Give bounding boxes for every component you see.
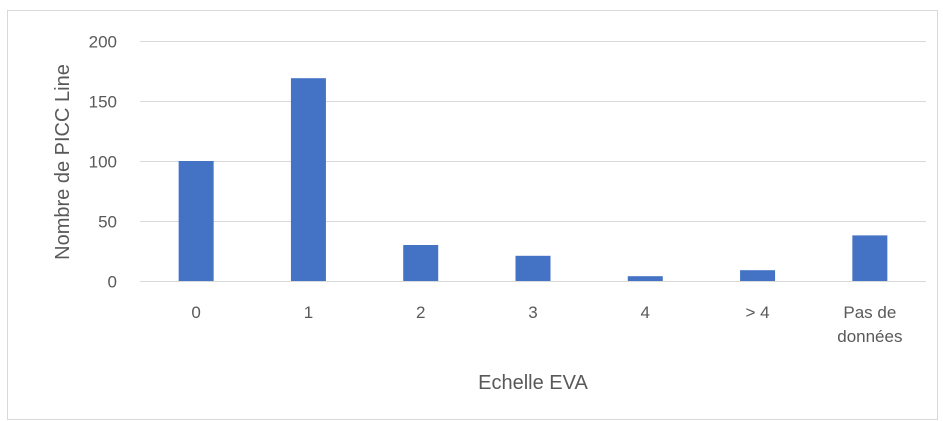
bar-5 <box>740 270 776 281</box>
y-tick-label: 0 <box>108 273 117 292</box>
x-axis-title: Echelle EVA <box>478 372 588 394</box>
y-tick-label: 50 <box>98 213 117 232</box>
x-tick-label: 2 <box>416 303 425 322</box>
x-tick-label: 3 <box>528 303 537 322</box>
bar-4 <box>627 276 663 281</box>
y-axis-title: Nombre de PICC Line <box>52 64 74 260</box>
x-tick-label: 1 <box>304 303 313 322</box>
y-tick-label: 200 <box>89 33 117 52</box>
chart-border <box>7 10 938 420</box>
y-axis-ticks: 0 50 100 150 200 <box>89 33 117 292</box>
y-tick-label: 150 <box>89 93 117 112</box>
x-tick-label: Pas de données <box>837 303 902 346</box>
bar-3 <box>515 255 551 281</box>
bars <box>178 78 888 281</box>
x-tick-label: 0 <box>191 303 200 322</box>
x-tick-label: > 4 <box>746 303 770 322</box>
bar-6 <box>852 235 888 281</box>
y-tick-label: 100 <box>89 153 117 172</box>
bar-1 <box>290 78 326 281</box>
x-tick-label: 4 <box>641 303 650 322</box>
bar-0 <box>178 161 214 281</box>
x-axis-ticks: 0 1 2 3 4 > 4 Pas de données <box>191 303 902 346</box>
bar-2 <box>403 245 439 281</box>
gridlines <box>140 41 926 282</box>
